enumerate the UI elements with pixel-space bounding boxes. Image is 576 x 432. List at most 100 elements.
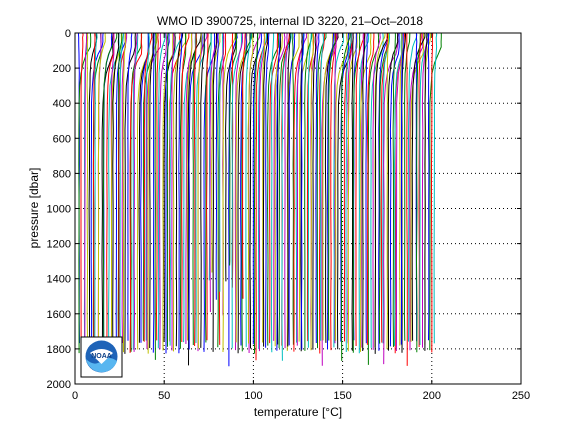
profile-line [247, 32, 254, 344]
profile-line [94, 32, 98, 342]
noaa-logo: NOAA [80, 336, 123, 378]
profile-line [231, 32, 243, 349]
profile-line [407, 33, 418, 342]
profile-line [121, 32, 128, 344]
profile-line [86, 32, 89, 351]
profile-line [300, 32, 305, 350]
profile-line [188, 32, 203, 350]
x-tick-label: 250 [512, 390, 530, 402]
profile-line [240, 33, 247, 346]
profile-line [265, 33, 270, 348]
y-tick-label: 600 [53, 133, 71, 145]
profile-line [296, 32, 308, 346]
profile-line [281, 32, 292, 361]
y-tick-label: 400 [53, 98, 71, 110]
profile-line [345, 33, 352, 353]
profile-line [206, 32, 209, 341]
profile-line [252, 32, 262, 345]
profile-line [310, 32, 314, 351]
profile-line [334, 32, 338, 344]
profile-line [162, 33, 174, 351]
profile-line [351, 32, 354, 351]
x-tick-label: 0 [72, 390, 78, 402]
profile-line [157, 32, 166, 349]
profile-line [255, 33, 268, 361]
profile-line [319, 32, 324, 341]
noaa-logo-text: NOAA [91, 353, 112, 360]
profile-line [380, 32, 388, 343]
profile-line [257, 33, 267, 349]
profile-line [166, 32, 169, 347]
profile-line [211, 33, 221, 273]
y-tick-label: 1600 [47, 309, 71, 321]
y-tick-label: 2000 [47, 379, 71, 391]
profile-line [237, 32, 251, 354]
profile-line [340, 33, 351, 361]
profile-line [225, 32, 237, 282]
profile-line [372, 32, 381, 350]
profile-line [400, 33, 404, 345]
profile-line [197, 32, 202, 349]
profile-line [90, 32, 104, 344]
y-tick-label: 1000 [47, 204, 71, 216]
profile-line [155, 32, 159, 341]
profile-line [178, 32, 183, 354]
profile-line [312, 32, 317, 350]
profile-line [209, 32, 218, 313]
profile-line [287, 32, 291, 347]
profile-line [392, 32, 396, 347]
profile-line [406, 32, 408, 366]
x-tick-label: 100 [244, 390, 262, 402]
profile-line [154, 32, 157, 360]
profile-line [330, 32, 337, 351]
profile-line [274, 32, 283, 347]
x-axis: 0 50 100 150 200 250 [72, 33, 530, 402]
profile-line [307, 32, 312, 348]
profile-line [122, 32, 126, 353]
profile-line [80, 32, 84, 348]
profile-line [403, 33, 411, 341]
profile-line [427, 32, 430, 341]
profile-line [382, 32, 391, 344]
profile-line [102, 32, 118, 366]
profile-line [92, 33, 96, 344]
profile-line [360, 32, 365, 348]
profile-line [183, 32, 197, 343]
profile-line [229, 32, 238, 266]
profile-line [358, 32, 370, 354]
x-axis-label: temperature [°C] [254, 405, 342, 419]
profile-line [152, 32, 155, 353]
profile-line [171, 32, 175, 351]
profile-line [347, 32, 358, 352]
profile-line [366, 33, 375, 345]
profile-line [322, 32, 334, 341]
profile-line [200, 32, 205, 348]
profile-line [262, 33, 266, 343]
y-tick-label: 1400 [47, 274, 71, 286]
profile-line [424, 32, 428, 351]
profile-line [186, 32, 193, 341]
profile-line [262, 32, 269, 347]
profile-line [181, 32, 190, 342]
y-tick-label: 800 [53, 168, 71, 180]
profile-line [365, 32, 368, 344]
x-tick-label: 150 [333, 390, 351, 402]
profile-line [149, 32, 154, 349]
profile-line [145, 33, 150, 341]
profile-line [386, 33, 390, 350]
profile-line [165, 32, 170, 354]
y-tick-label: 1800 [47, 344, 71, 356]
profile-line [119, 32, 125, 345]
chart-title: WMO ID 3900725, internal ID 3220, 21–Oct… [157, 14, 423, 28]
profile-line [418, 32, 422, 348]
profile-line [253, 33, 259, 354]
profile-line [352, 32, 361, 353]
profile-line [367, 32, 380, 365]
y-tick-label: 200 [53, 63, 71, 75]
x-tick-label: 50 [158, 390, 170, 402]
profile-line [276, 32, 281, 351]
profile-line [288, 32, 296, 346]
profile-line [147, 33, 158, 354]
profile-line [284, 32, 288, 349]
profile-line [433, 32, 438, 344]
